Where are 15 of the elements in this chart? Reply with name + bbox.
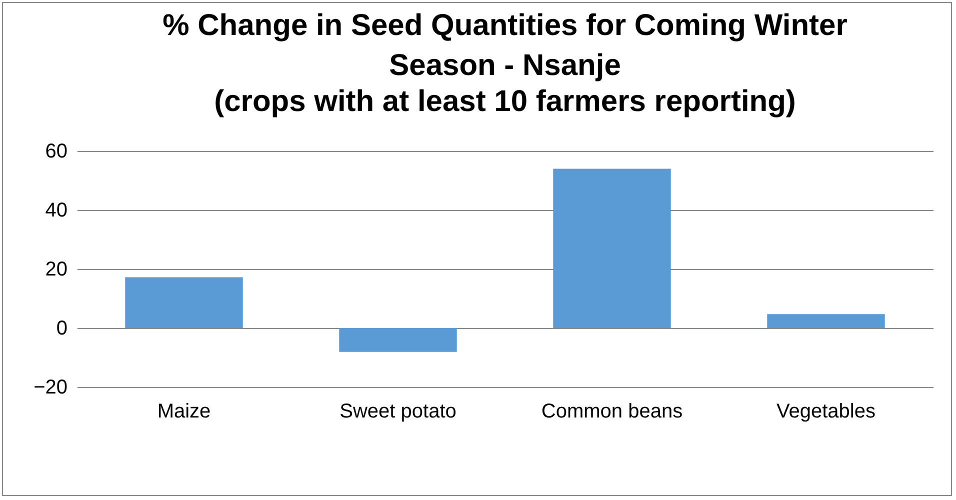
bar: [553, 168, 671, 328]
y-tick-label: −20: [34, 376, 68, 398]
x-tick-label: Maize: [157, 400, 211, 422]
bar: [125, 277, 243, 328]
y-tick-label: 40: [45, 200, 68, 222]
x-tick-label: Common beans: [541, 400, 683, 422]
y-tick-label: 20: [45, 258, 68, 280]
y-tick-label: 60: [45, 140, 68, 162]
chart-title: % Change in Seed Quantities for Coming Winter Season - Nsanje: [162, 9, 848, 82]
x-tick-label: Vegetables: [776, 400, 876, 422]
bar: [767, 314, 885, 328]
bar: [339, 328, 457, 352]
chart-subtitle: (crops with at least 10 farmers reporting): [214, 85, 796, 118]
x-tick-label: Sweet potato: [340, 400, 456, 422]
y-tick-label: 0: [56, 318, 68, 340]
